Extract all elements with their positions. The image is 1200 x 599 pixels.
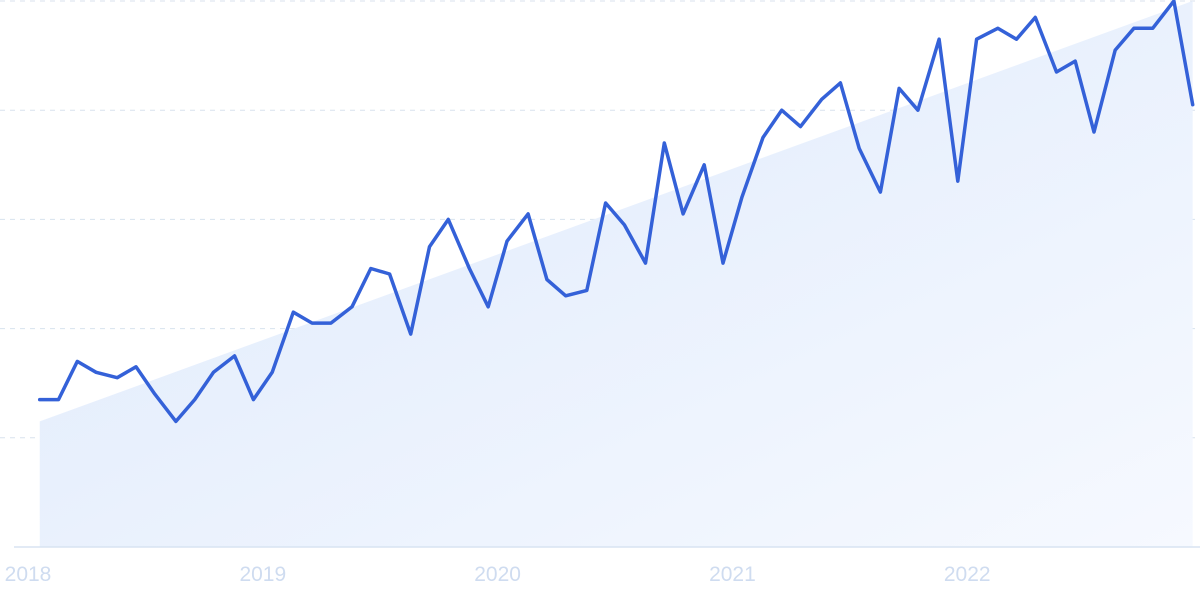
x-tick-label: 2018: [5, 563, 52, 586]
trend-area-fill: [39, 1, 1193, 547]
x-tick-label: 2021: [709, 563, 756, 586]
x-tick-label: 2019: [239, 563, 286, 586]
x-axis: 2018 2019 2020 2021 2022: [5, 563, 991, 586]
x-tick-label: 2020: [474, 563, 521, 586]
series-line-0: [37, 0, 1195, 424]
trend-area: [14, 1, 1200, 548]
x-tick-label: 2022: [944, 563, 991, 586]
series-group: [37, 0, 1195, 424]
